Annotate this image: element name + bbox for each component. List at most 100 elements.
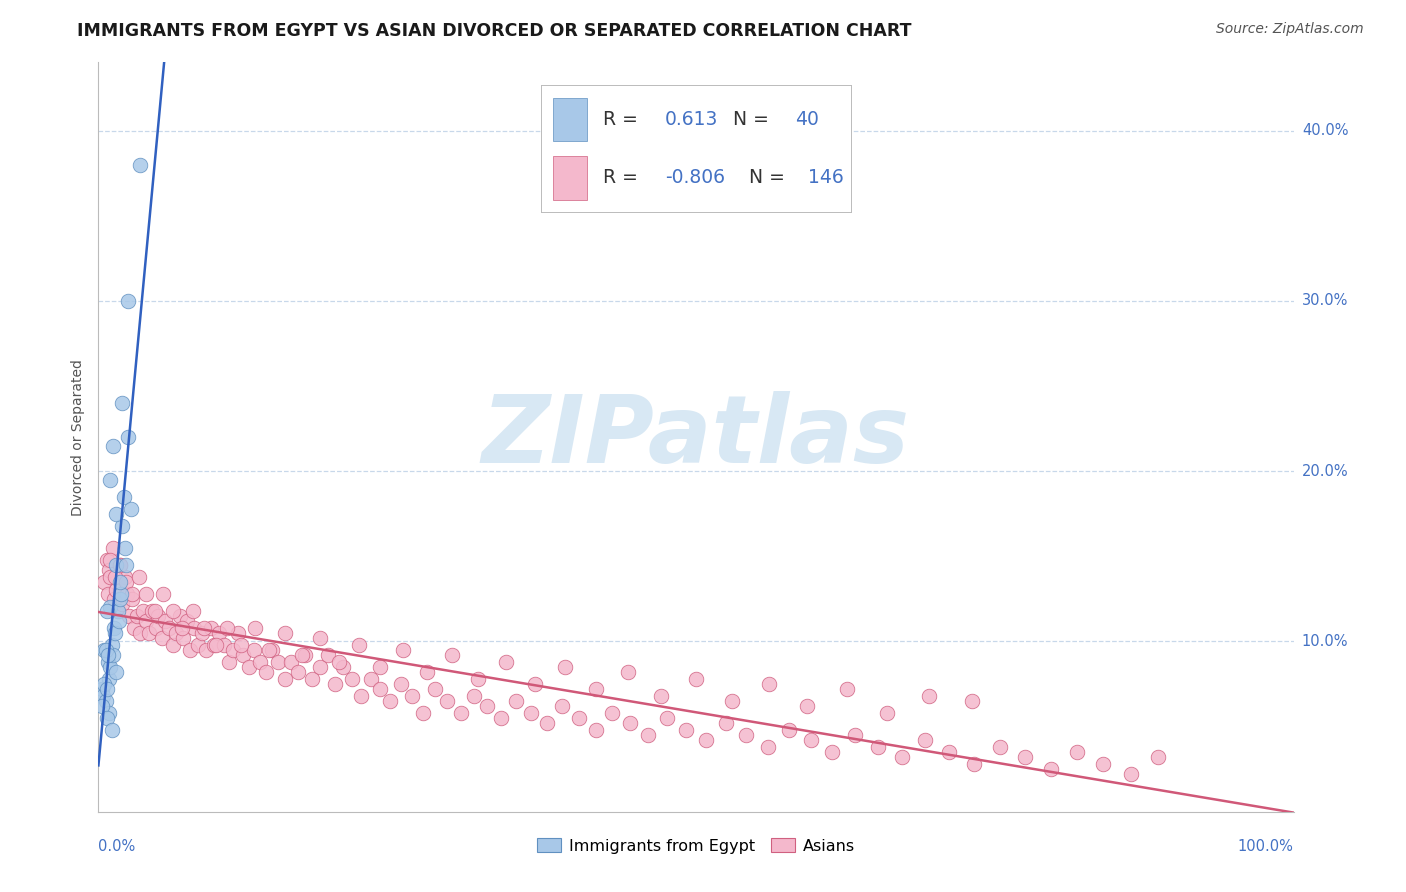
Point [100, 638, 122, 652]
Point [141, 604, 163, 618]
Point [370, 660, 392, 674]
Point [340, 672, 363, 686]
Point [162, 604, 184, 618]
Point [495, 655, 517, 669]
Point [267, 655, 290, 669]
Point [1119, 767, 1142, 781]
Point [778, 723, 800, 737]
Text: 10.0%: 10.0% [1302, 634, 1348, 648]
Point [650, 689, 672, 703]
Point [378, 694, 401, 708]
Point [107, 604, 129, 618]
Point [619, 716, 641, 731]
Point [135, 587, 157, 601]
Text: Source: ZipAtlas.com: Source: ZipAtlas.com [1216, 22, 1364, 37]
Point [187, 638, 209, 652]
Point [274, 626, 297, 640]
Point [97, 648, 120, 662]
Point [308, 660, 330, 674]
Point [960, 694, 983, 708]
Point [914, 733, 936, 747]
Point [332, 660, 354, 674]
Point [412, 706, 434, 720]
Point [232, 648, 254, 662]
Point [274, 672, 297, 686]
Point [101, 439, 124, 453]
Point [169, 608, 191, 623]
Point [115, 558, 138, 572]
Point [287, 665, 309, 679]
Point [217, 621, 239, 635]
Text: ZIPatlas: ZIPatlas [482, 391, 910, 483]
Point [323, 677, 346, 691]
Point [148, 608, 170, 623]
Point [181, 604, 204, 618]
Text: 100.0%: 100.0% [1237, 839, 1294, 855]
Point [328, 655, 350, 669]
Point [800, 733, 823, 747]
Point [685, 672, 707, 686]
Point [108, 591, 131, 606]
Point [155, 614, 177, 628]
Point [108, 574, 131, 589]
Point [218, 655, 240, 669]
Point [714, 716, 737, 731]
Point [179, 643, 201, 657]
Point [208, 626, 231, 640]
Point [821, 745, 844, 759]
Point [229, 638, 252, 652]
Point [143, 604, 166, 618]
Point [114, 570, 136, 584]
Point [104, 626, 127, 640]
Point [117, 430, 139, 444]
Point [1039, 762, 1062, 776]
Point [294, 648, 316, 662]
Point [520, 706, 543, 720]
Point [145, 621, 167, 635]
Point [280, 655, 302, 669]
Point [212, 638, 235, 652]
Point [866, 739, 889, 754]
Point [105, 665, 128, 679]
Point [98, 552, 122, 566]
Text: 20.0%: 20.0% [1302, 464, 1348, 479]
Point [115, 574, 138, 589]
Point [138, 626, 160, 640]
Point [350, 689, 373, 703]
Point [105, 583, 128, 598]
Point [243, 643, 266, 657]
Point [131, 604, 153, 618]
Point [637, 728, 659, 742]
Point [963, 757, 986, 772]
Point [193, 621, 215, 635]
Point [129, 626, 152, 640]
Point [94, 694, 117, 708]
Point [360, 672, 382, 686]
Point [249, 655, 271, 669]
Point [758, 677, 780, 691]
Point [91, 699, 114, 714]
Point [890, 750, 912, 764]
Point [152, 587, 174, 601]
Point [551, 699, 574, 714]
Point [695, 733, 717, 747]
Point [222, 643, 245, 657]
Point [876, 706, 898, 720]
Point [243, 621, 266, 635]
Point [104, 570, 127, 584]
Point [111, 597, 134, 611]
Point [100, 723, 122, 737]
Point [165, 626, 187, 640]
Point [204, 638, 226, 652]
Text: 0.0%: 0.0% [98, 839, 135, 855]
Point [523, 677, 546, 691]
Point [98, 660, 122, 674]
Point [602, 706, 624, 720]
Legend: Immigrants from Egypt, Asians: Immigrants from Egypt, Asians [530, 831, 862, 860]
Point [111, 396, 134, 410]
Point [370, 682, 392, 697]
Point [98, 600, 122, 615]
Point [96, 682, 118, 697]
Point [657, 711, 679, 725]
Y-axis label: Divorced or Separated: Divorced or Separated [72, 359, 86, 516]
